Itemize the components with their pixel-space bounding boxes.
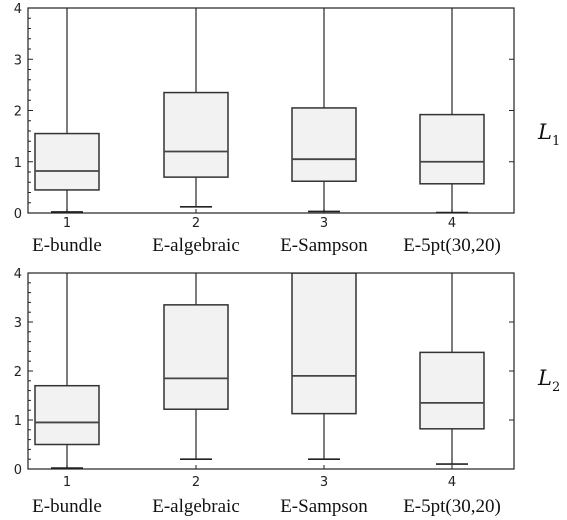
y-tick-label: 0 xyxy=(14,207,22,222)
interquartile-box xyxy=(419,351,485,430)
interquartile-box xyxy=(291,273,357,415)
panel-label-main: L xyxy=(537,120,552,144)
y-tick-label: 4 xyxy=(14,2,22,17)
panel-label: L1 xyxy=(537,120,560,149)
x-tick-label: 1 xyxy=(63,216,71,231)
category-label: E-5pt(30,20) xyxy=(403,496,501,517)
category-label: E-Sampson xyxy=(280,496,368,517)
x-tick-label: 2 xyxy=(192,475,200,490)
box-2 xyxy=(163,273,229,461)
box-4 xyxy=(419,273,485,465)
plot-area xyxy=(34,8,485,213)
box-3 xyxy=(291,8,357,213)
y-tick-label: 3 xyxy=(14,316,22,331)
panel-label-subscript: 1 xyxy=(552,134,560,149)
x-tick-label: 3 xyxy=(320,216,328,231)
y-tick-label: 2 xyxy=(14,365,22,380)
interquartile-box xyxy=(34,384,100,446)
category-label: E-Sampson xyxy=(280,235,368,256)
panel-label-main: L xyxy=(537,366,552,390)
panel-1: 0 1 2 3 4 1 E-bundle 2 E-algebraic 3 E-Sampson 4 E-5… xyxy=(14,2,561,256)
plot-area xyxy=(34,273,485,469)
box-3 xyxy=(291,273,357,461)
y-tick-label: 2 xyxy=(14,105,22,120)
interquartile-box xyxy=(163,304,229,410)
category-label: E-bundle xyxy=(32,235,102,256)
interquartile-box xyxy=(291,107,357,182)
y-tick-label: 1 xyxy=(14,156,22,171)
category-label: E-bundle xyxy=(32,496,102,517)
category-label: E-5pt(30,20) xyxy=(403,235,501,256)
box-1 xyxy=(34,8,100,213)
category-label: E-algebraic xyxy=(152,235,240,256)
x-tick-label: 2 xyxy=(192,216,200,231)
y-tick-label: 4 xyxy=(14,267,22,282)
interquartile-box xyxy=(34,132,100,191)
x-tick-label: 4 xyxy=(448,216,456,231)
box-2 xyxy=(163,8,229,208)
box-1 xyxy=(34,273,100,469)
panel-label: L2 xyxy=(537,366,560,395)
panel-label-subscript: 2 xyxy=(552,380,560,395)
interquartile-box xyxy=(163,91,229,178)
box-4 xyxy=(419,8,485,213)
panel-2: 0 1 2 3 4 1 E-bundle 2 E-algebraic 3 E-Sampson 4 E-5… xyxy=(14,267,561,517)
x-tick-label: 4 xyxy=(448,475,456,490)
x-tick-label: 1 xyxy=(63,475,71,490)
y-tick-label: 1 xyxy=(14,414,22,429)
category-label: E-algebraic xyxy=(152,496,240,517)
y-tick-label: 0 xyxy=(14,463,22,478)
x-tick-label: 3 xyxy=(320,475,328,490)
interquartile-box xyxy=(419,113,485,185)
y-tick-label: 3 xyxy=(14,53,22,68)
